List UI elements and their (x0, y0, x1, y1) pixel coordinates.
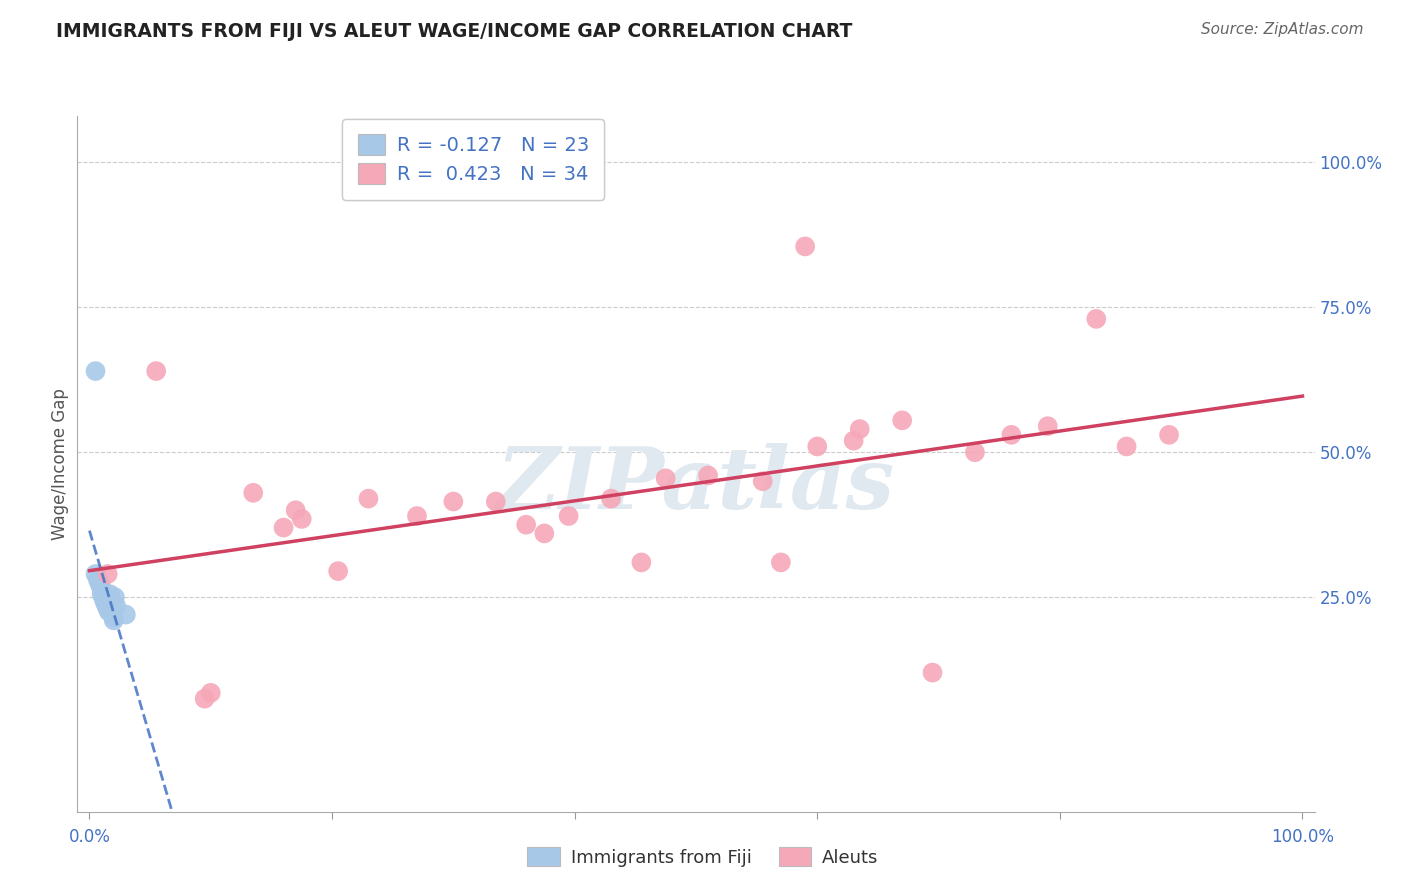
Point (89, 575, 111, 590)
Point (200, 686, 222, 700)
Point (357, 491, 380, 506)
Point (98, 587, 121, 601)
Point (90, 582, 112, 596)
Text: 0.0%: 0.0% (69, 829, 111, 847)
Point (90, 587, 112, 601)
Point (104, 591, 127, 605)
Point (1157, 428, 1180, 442)
Point (600, 491, 623, 506)
Point (794, 239, 817, 253)
Point (769, 555, 792, 570)
Point (100, 596, 122, 610)
Point (145, 364, 167, 378)
Point (557, 508, 579, 523)
Point (1036, 419, 1059, 434)
Point (654, 471, 676, 485)
Point (97, 567, 120, 582)
Point (105, 599, 128, 613)
Point (84, 364, 107, 378)
Point (1115, 440, 1137, 454)
Point (533, 526, 555, 541)
Point (194, 691, 217, 706)
Point (93, 593, 115, 607)
Text: ZIPatlas: ZIPatlas (496, 443, 896, 526)
Point (103, 610, 125, 624)
Point (921, 665, 943, 680)
Point (273, 521, 295, 535)
Point (891, 413, 914, 427)
Point (89, 579, 111, 593)
Point (115, 607, 138, 622)
Point (806, 440, 828, 454)
Point (242, 485, 264, 500)
Point (87, 573, 110, 587)
Point (91, 584, 114, 599)
Point (751, 475, 773, 489)
Point (103, 614, 125, 628)
Point (630, 555, 652, 570)
Point (1000, 428, 1022, 442)
Point (842, 434, 865, 448)
Point (848, 422, 870, 436)
Point (291, 512, 314, 526)
Point (97, 602, 120, 616)
Point (96, 599, 118, 613)
Point (326, 564, 349, 578)
Point (441, 494, 464, 508)
Y-axis label: Wage/Income Gap: Wage/Income Gap (51, 388, 69, 540)
Text: IMMIGRANTS FROM FIJI VS ALEUT WAGE/INCOME GAP CORRELATION CHART: IMMIGRANTS FROM FIJI VS ALEUT WAGE/INCOM… (56, 22, 852, 41)
Point (84, 567, 107, 582)
Point (94, 596, 117, 610)
Text: 100.0%: 100.0% (1271, 829, 1334, 847)
Text: Source: ZipAtlas.com: Source: ZipAtlas.com (1201, 22, 1364, 37)
Point (101, 607, 124, 622)
Point (515, 517, 537, 532)
Point (93, 591, 115, 605)
Point (406, 508, 429, 523)
Point (963, 445, 986, 459)
Point (697, 468, 720, 483)
Legend: R = -0.127   N = 23, R =  0.423   N = 34: R = -0.127 N = 23, R = 0.423 N = 34 (342, 119, 605, 200)
Point (97, 605, 120, 619)
Point (284, 503, 307, 517)
Legend: Immigrants from Fiji, Aleuts: Immigrants from Fiji, Aleuts (520, 840, 886, 874)
Point (485, 494, 508, 508)
Point (1085, 312, 1108, 326)
Point (97, 593, 120, 607)
